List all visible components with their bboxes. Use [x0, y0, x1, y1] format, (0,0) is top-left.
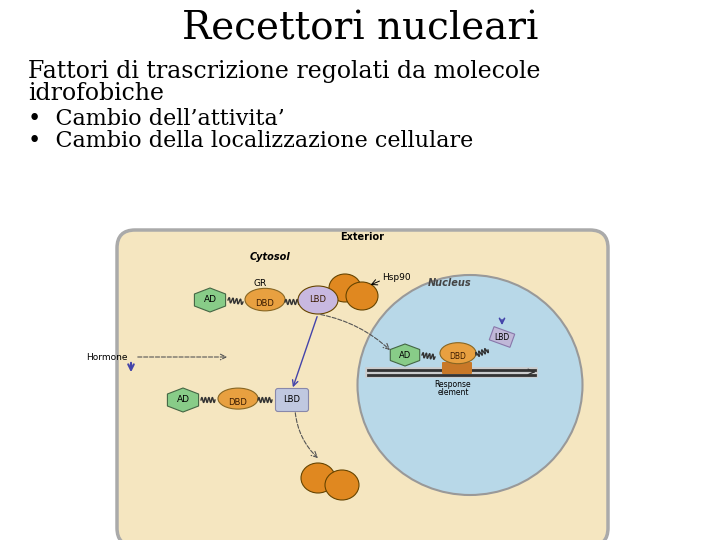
Ellipse shape	[325, 470, 359, 500]
Text: Recettori nucleari: Recettori nucleari	[182, 10, 538, 47]
Text: Hsp90: Hsp90	[382, 273, 410, 282]
Text: •  Cambio della localizzazione cellulare: • Cambio della localizzazione cellulare	[28, 130, 473, 152]
Ellipse shape	[329, 274, 361, 302]
Text: AD: AD	[399, 350, 411, 360]
Ellipse shape	[358, 275, 582, 495]
Ellipse shape	[301, 463, 335, 493]
Text: Nucleus: Nucleus	[428, 278, 472, 288]
Ellipse shape	[346, 282, 378, 310]
FancyBboxPatch shape	[442, 362, 472, 374]
Ellipse shape	[440, 343, 476, 364]
Text: AD: AD	[204, 295, 217, 305]
Text: AD: AD	[176, 395, 189, 404]
Polygon shape	[490, 327, 515, 347]
Ellipse shape	[298, 286, 338, 314]
Text: idrofobiche: idrofobiche	[28, 82, 164, 105]
Polygon shape	[390, 344, 420, 366]
Text: Cytosol: Cytosol	[250, 252, 290, 262]
Polygon shape	[168, 388, 199, 412]
FancyBboxPatch shape	[117, 230, 608, 540]
Text: Fattori di trascrizione regolati da molecole: Fattori di trascrizione regolati da mole…	[28, 60, 541, 83]
Text: DBD: DBD	[256, 299, 274, 308]
Polygon shape	[194, 288, 225, 312]
Text: DBD: DBD	[449, 352, 467, 361]
Text: Exterior: Exterior	[340, 232, 384, 242]
Text: LBD: LBD	[310, 295, 326, 305]
Text: DBD: DBD	[228, 397, 248, 407]
Text: Response: Response	[435, 380, 472, 389]
FancyBboxPatch shape	[276, 388, 308, 411]
Text: LBD: LBD	[495, 333, 510, 341]
Ellipse shape	[245, 288, 285, 311]
Text: GR: GR	[253, 279, 266, 288]
Text: LBD: LBD	[284, 395, 300, 404]
Text: element: element	[437, 388, 469, 397]
Ellipse shape	[218, 388, 258, 409]
Text: Hormone: Hormone	[86, 353, 128, 361]
Text: •  Cambio dell’attivita’: • Cambio dell’attivita’	[28, 108, 284, 130]
